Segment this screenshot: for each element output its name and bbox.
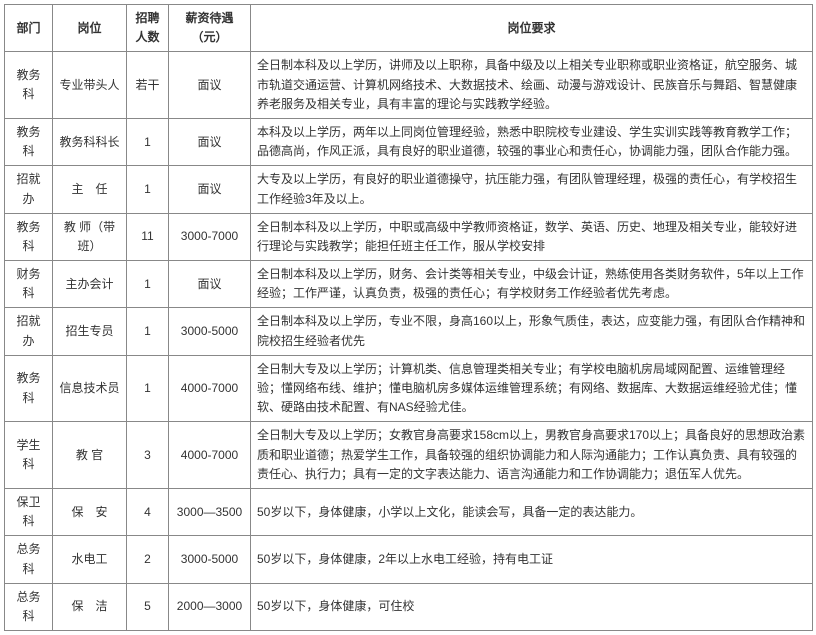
cell-requirements: 全日制大专及以上学历；女教官身高要求158cm以上，男教官身高要求170以上；具… bbox=[251, 422, 813, 489]
cell-salary: 3000—3500 bbox=[169, 488, 251, 535]
cell-salary: 3000-5000 bbox=[169, 536, 251, 583]
cell-dept: 财务科 bbox=[5, 261, 53, 308]
cell-dept: 保卫科 bbox=[5, 488, 53, 535]
cell-dept: 招就办 bbox=[5, 166, 53, 213]
cell-requirements: 50岁以下，身体健康，2年以上水电工经验，持有电工证 bbox=[251, 536, 813, 583]
header-salary: 薪资待遇（元） bbox=[169, 5, 251, 52]
table-row: 总务科保 洁52000—300050岁以下，身体健康，可住校 bbox=[5, 583, 813, 630]
header-requirements: 岗位要求 bbox=[251, 5, 813, 52]
cell-position: 教 官 bbox=[53, 422, 127, 489]
cell-position: 信息技术员 bbox=[53, 355, 127, 422]
cell-requirements: 全日制大专及以上学历；计算机类、信息管理类相关专业；有学校电脑机房局域网配置、运… bbox=[251, 355, 813, 422]
cell-salary: 3000-5000 bbox=[169, 308, 251, 355]
cell-requirements: 大专及以上学历，有良好的职业道德操守，抗压能力强，有团队管理经理，极强的责任心，… bbox=[251, 166, 813, 213]
cell-count: 1 bbox=[127, 118, 169, 165]
cell-salary: 4000-7000 bbox=[169, 355, 251, 422]
header-dept: 部门 bbox=[5, 5, 53, 52]
cell-position: 主 任 bbox=[53, 166, 127, 213]
cell-position: 水电工 bbox=[53, 536, 127, 583]
cell-salary: 4000-7000 bbox=[169, 422, 251, 489]
table-header-row: 部门 岗位 招聘人数 薪资待遇（元） 岗位要求 bbox=[5, 5, 813, 52]
cell-salary: 面议 bbox=[169, 118, 251, 165]
cell-requirements: 50岁以下，身体健康，小学以上文化，能读会写，具备一定的表达能力。 bbox=[251, 488, 813, 535]
cell-position: 保 安 bbox=[53, 488, 127, 535]
table-row: 招就办主 任1面议大专及以上学历，有良好的职业道德操守，抗压能力强，有团队管理经… bbox=[5, 166, 813, 213]
cell-count: 4 bbox=[127, 488, 169, 535]
cell-count: 5 bbox=[127, 583, 169, 630]
cell-dept: 招就办 bbox=[5, 308, 53, 355]
cell-position: 主办会计 bbox=[53, 261, 127, 308]
cell-requirements: 50岁以下，身体健康，可住校 bbox=[251, 583, 813, 630]
table-row: 学生科教 官34000-7000全日制大专及以上学历；女教官身高要求158cm以… bbox=[5, 422, 813, 489]
recruitment-table: 部门 岗位 招聘人数 薪资待遇（元） 岗位要求 教务科专业带头人若干面议全日制本… bbox=[4, 4, 813, 631]
header-count: 招聘人数 bbox=[127, 5, 169, 52]
cell-position: 专业带头人 bbox=[53, 52, 127, 119]
cell-count: 1 bbox=[127, 355, 169, 422]
cell-count: 11 bbox=[127, 213, 169, 260]
table-row: 保卫科保 安43000—350050岁以下，身体健康，小学以上文化，能读会写，具… bbox=[5, 488, 813, 535]
cell-count: 2 bbox=[127, 536, 169, 583]
cell-salary: 面议 bbox=[169, 166, 251, 213]
cell-count: 3 bbox=[127, 422, 169, 489]
table-row: 教务科教务科科长1面议本科及以上学历，两年以上同岗位管理经验，熟悉中职院校专业建… bbox=[5, 118, 813, 165]
cell-count: 1 bbox=[127, 261, 169, 308]
table-row: 招就办招生专员13000-5000全日制本科及以上学历，专业不限，身高160以上… bbox=[5, 308, 813, 355]
cell-dept: 总务科 bbox=[5, 536, 53, 583]
cell-count: 1 bbox=[127, 308, 169, 355]
cell-requirements: 全日制本科及以上学历，财务、会计类等相关专业，中级会计证，熟练使用各类财务软件，… bbox=[251, 261, 813, 308]
cell-dept: 总务科 bbox=[5, 583, 53, 630]
header-position: 岗位 bbox=[53, 5, 127, 52]
cell-requirements: 全日制本科及以上学历，专业不限，身高160以上，形象气质佳，表达，应变能力强，有… bbox=[251, 308, 813, 355]
cell-count: 若干 bbox=[127, 52, 169, 119]
cell-count: 1 bbox=[127, 166, 169, 213]
cell-position: 招生专员 bbox=[53, 308, 127, 355]
cell-dept: 学生科 bbox=[5, 422, 53, 489]
table-row: 教务科信息技术员14000-7000全日制大专及以上学历；计算机类、信息管理类相… bbox=[5, 355, 813, 422]
cell-position: 教务科科长 bbox=[53, 118, 127, 165]
cell-position: 教 师（带班） bbox=[53, 213, 127, 260]
table-row: 教务科教 师（带班）113000-7000全日制本科及以上学历，中职或高级中学教… bbox=[5, 213, 813, 260]
cell-dept: 教务科 bbox=[5, 118, 53, 165]
cell-salary: 面议 bbox=[169, 52, 251, 119]
cell-position: 保 洁 bbox=[53, 583, 127, 630]
cell-salary: 面议 bbox=[169, 261, 251, 308]
table-row: 财务科主办会计1面议全日制本科及以上学历，财务、会计类等相关专业，中级会计证，熟… bbox=[5, 261, 813, 308]
table-row: 总务科水电工23000-500050岁以下，身体健康，2年以上水电工经验，持有电… bbox=[5, 536, 813, 583]
cell-salary: 3000-7000 bbox=[169, 213, 251, 260]
cell-dept: 教务科 bbox=[5, 355, 53, 422]
cell-requirements: 本科及以上学历，两年以上同岗位管理经验，熟悉中职院校专业建设、学生实训实践等教育… bbox=[251, 118, 813, 165]
cell-dept: 教务科 bbox=[5, 52, 53, 119]
cell-requirements: 全日制本科及以上学历，中职或高级中学教师资格证，数学、英语、历史、地理及相关专业… bbox=[251, 213, 813, 260]
cell-salary: 2000—3000 bbox=[169, 583, 251, 630]
table-row: 教务科专业带头人若干面议全日制本科及以上学历，讲师及以上职称，具备中级及以上相关… bbox=[5, 52, 813, 119]
cell-dept: 教务科 bbox=[5, 213, 53, 260]
cell-requirements: 全日制本科及以上学历，讲师及以上职称，具备中级及以上相关专业职称或职业资格证，航… bbox=[251, 52, 813, 119]
